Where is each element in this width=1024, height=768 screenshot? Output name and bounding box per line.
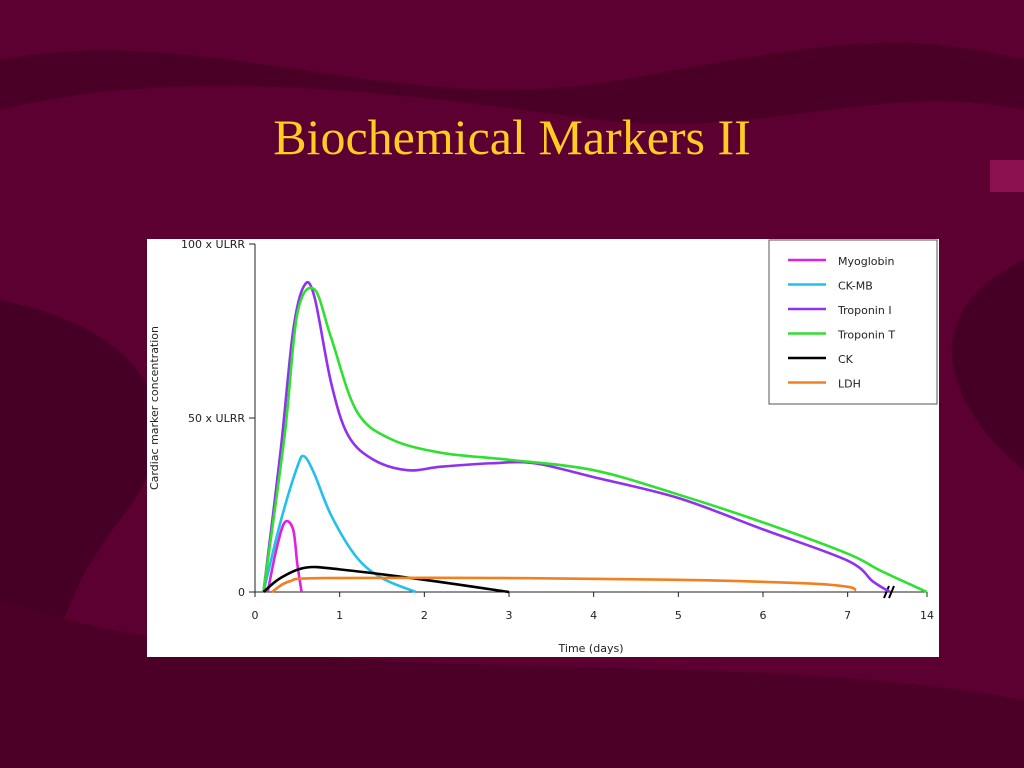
x-tick-label: 7 [844, 609, 851, 622]
decoration [990, 160, 1024, 192]
series-line [262, 280, 891, 594]
legend-label: CK [838, 353, 854, 366]
legend-label: LDH [838, 378, 861, 391]
wave [0, 42, 1024, 125]
x-tick-label: 3 [506, 609, 513, 622]
legend-label: CK-MB [838, 280, 873, 293]
x-tick-label: 1 [336, 609, 343, 622]
wave [0, 600, 1024, 768]
wave [951, 260, 1024, 470]
axis-break [883, 585, 895, 599]
y-tick-label: 50 x ULRR [188, 412, 245, 425]
y-axis-label: Cardiac marker concentration [148, 326, 161, 490]
x-tick-label: 2 [421, 609, 428, 622]
y-tick-label: 0 [238, 586, 245, 599]
x-axis-label: Time (days) [558, 642, 624, 655]
y-tick-label: 100 x ULRR [181, 238, 245, 251]
legend-label: Myoglobin [838, 255, 895, 268]
x-tick-label: 6 [760, 609, 767, 622]
x-tick-label: 4 [590, 609, 597, 622]
series-line [262, 565, 510, 594]
legend-label: Troponin I [837, 304, 892, 317]
x-tick-label: 0 [252, 609, 259, 622]
series-line [262, 286, 928, 594]
series-line [266, 519, 303, 593]
series-line [271, 576, 857, 594]
x-tick-label: 14 [920, 609, 934, 622]
legend [768, 239, 938, 405]
legend-label: Troponin T [837, 329, 895, 342]
x-tick-label: 5 [675, 609, 682, 622]
slide-title: Biochemical Markers II [273, 109, 751, 165]
